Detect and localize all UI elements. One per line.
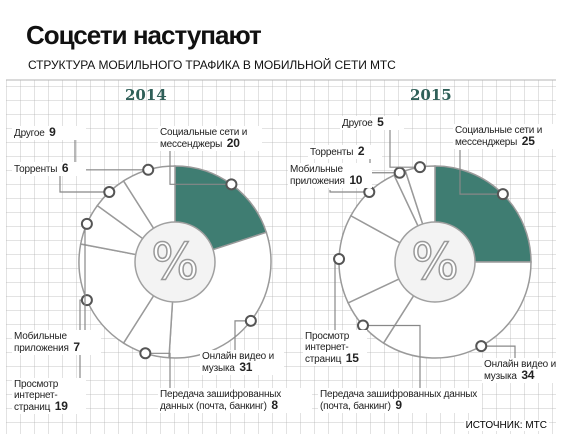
leader-dot [80, 217, 93, 230]
chart-title: 2014 [125, 86, 167, 104]
value-label: 9 [395, 398, 402, 412]
value-label: 31 [239, 360, 253, 374]
value-label: 5 [377, 115, 384, 129]
slice-label: Торренты 6 [12, 162, 86, 176]
leader-line [481, 345, 516, 360]
value-label: 2 [357, 144, 365, 158]
slice-label: Передача зашифрованных данных (почта, ба… [318, 388, 482, 413]
leader-dot [333, 252, 346, 265]
center-label: % [411, 233, 459, 291]
inner-circle [394, 221, 476, 303]
leader-dot [139, 347, 152, 360]
value-label: 6 [61, 161, 69, 175]
header-background [6, 2, 556, 80]
chart-title: 2015 [410, 86, 452, 104]
leader-line [329, 190, 370, 193]
leader-dot [244, 314, 257, 327]
slice-label: Мобильные приложения 7 [12, 330, 101, 355]
leader-dot [496, 188, 509, 201]
category-name: Другое [14, 128, 45, 139]
slice-label: Онлайн видео и музыка 31 [200, 350, 284, 375]
category-name: Просмотр интернет-страниц [14, 379, 59, 413]
value-label: 15 [345, 351, 359, 365]
leader-dot [225, 178, 238, 191]
inner-circle [134, 221, 216, 303]
category-name: Торренты [14, 164, 58, 175]
leader-line [59, 170, 110, 193]
slice-label: Передача зашифрованных данных (почта, ба… [158, 388, 312, 413]
slice-label: Просмотр интернет-страниц 15 [303, 330, 367, 366]
title: Соцсети наступают [26, 20, 262, 50]
category-name: Просмотр интернет-страниц [305, 331, 350, 365]
leader-line [362, 324, 421, 392]
category-name: Онлайн видео и музыка [202, 351, 275, 374]
subtitle: СТРУКТУРА МОБИЛЬНОГО ТРАФИКА В МОБИЛЬНОЙ… [28, 58, 396, 72]
leader-dot [393, 166, 406, 179]
value-label: 7 [73, 340, 80, 354]
leader-line [389, 122, 420, 168]
value-label: 25 [521, 134, 535, 148]
value-label: 9 [49, 125, 56, 139]
leader-line [169, 150, 232, 185]
value-label: 19 [54, 399, 68, 413]
category-name: Социальные сети и мессенджеры [160, 127, 248, 150]
category-name: Торренты [310, 147, 354, 158]
slice-label: Социальные сети и мессенджеры 20 [158, 126, 262, 151]
leader-dot [475, 340, 488, 353]
category-name: Онлайн видео и музыка [484, 359, 557, 382]
value-label: 8 [271, 398, 278, 412]
source: ИСТОЧНИК: МТС [463, 420, 549, 431]
category-name: Передача зашифрованных данных (почта, ба… [160, 389, 282, 412]
slice-label: Социальные сети и мессенджеры 25 [453, 124, 557, 149]
leader-dot [356, 319, 369, 332]
category-name: Мобильные приложения [14, 331, 69, 354]
leader-dot [80, 294, 93, 307]
leader-line [459, 150, 503, 195]
slice-label: Другое 9 [12, 126, 86, 140]
leader-dot [142, 163, 155, 176]
center-label: % [151, 233, 199, 291]
slice-label: Просмотр интернет-страниц 19 [12, 378, 86, 414]
slice-label: Торренты 2 [308, 145, 382, 159]
leader-dot [363, 186, 376, 199]
leader-dot [103, 186, 116, 199]
leader-line [145, 352, 171, 392]
slice-label: Онлайн видео и музыка 34 [482, 358, 561, 383]
category-name: Социальные сети и мессенджеры [455, 125, 543, 148]
leader-dot [413, 161, 426, 174]
category-name: Передача зашифрованных данных (почта, ба… [320, 389, 478, 412]
category-name: Другое [342, 118, 373, 129]
slice-label: Мобильные приложения 10 [288, 163, 372, 188]
slice-label: Другое 5 [340, 116, 404, 130]
value-label: 10 [349, 173, 363, 187]
value-label: 34 [521, 368, 535, 382]
category-name: Мобильные приложения [290, 164, 345, 187]
value-label: 20 [226, 136, 240, 150]
